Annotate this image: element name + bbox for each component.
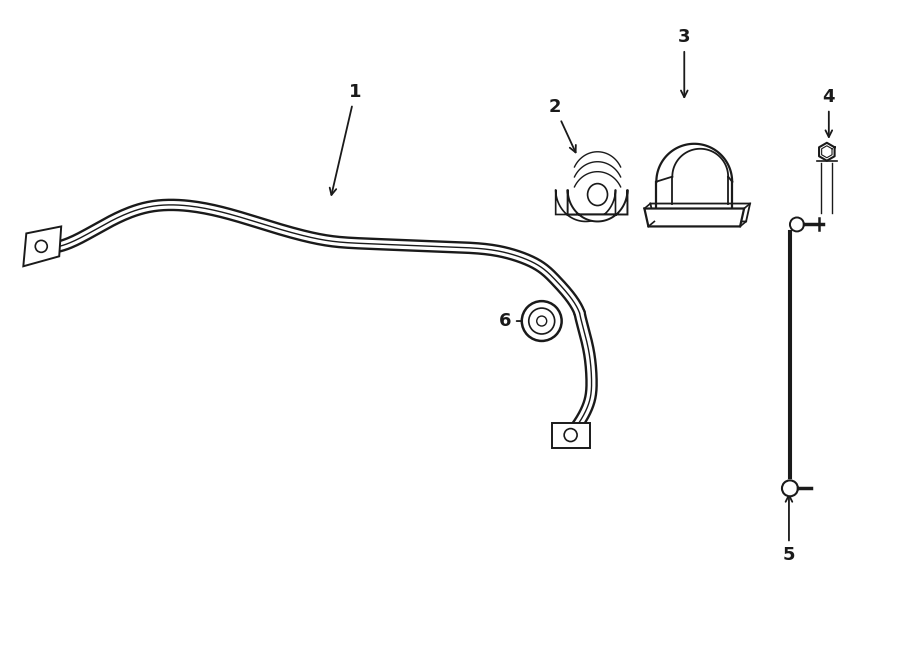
Polygon shape <box>568 190 627 221</box>
Circle shape <box>564 428 577 442</box>
Polygon shape <box>555 190 616 221</box>
Circle shape <box>522 301 562 341</box>
Polygon shape <box>23 227 61 266</box>
Text: 4: 4 <box>823 88 835 137</box>
Polygon shape <box>819 143 834 161</box>
Text: 1: 1 <box>329 83 362 195</box>
Polygon shape <box>644 208 744 227</box>
Polygon shape <box>552 422 590 447</box>
Polygon shape <box>651 204 750 221</box>
Text: 6: 6 <box>499 312 533 330</box>
Circle shape <box>536 316 546 326</box>
Ellipse shape <box>588 184 608 206</box>
Text: 5: 5 <box>783 495 796 564</box>
Ellipse shape <box>782 481 798 496</box>
Text: 2: 2 <box>548 98 576 153</box>
Ellipse shape <box>790 217 804 231</box>
Circle shape <box>35 241 47 253</box>
Text: 3: 3 <box>678 28 690 97</box>
Circle shape <box>529 308 554 334</box>
